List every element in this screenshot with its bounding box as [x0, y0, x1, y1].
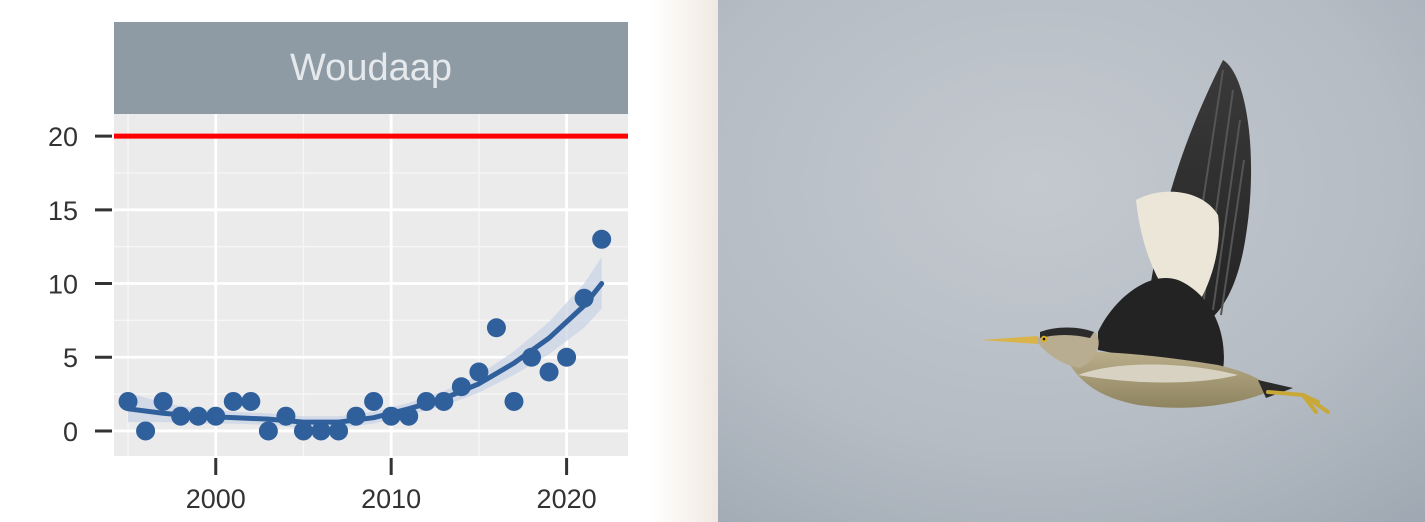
y-tick-label: 5: [63, 343, 78, 373]
data-point: [539, 362, 559, 382]
wing-feathers: [1187, 69, 1245, 316]
little-bittern-image: [718, 0, 1425, 522]
bird-pupil: [1042, 337, 1046, 341]
bird-beak: [981, 336, 1038, 344]
data-point: [258, 421, 278, 441]
data-point: [311, 421, 331, 441]
data-point: [153, 391, 173, 411]
wing-patch: [1136, 191, 1219, 318]
data-point: [118, 391, 138, 411]
data-point: [293, 421, 313, 441]
data-point: [416, 391, 436, 411]
data-point: [522, 347, 542, 367]
data-point: [486, 318, 506, 338]
facet-title: Woudaap: [290, 47, 452, 89]
data-point: [451, 377, 471, 397]
data-point: [206, 406, 226, 426]
data-points: [118, 229, 612, 441]
y-tick-label: 20: [48, 122, 78, 152]
trend-chart: Woudaap 0 5 10 15 20 2000 2010 2020: [48, 22, 628, 514]
bird-photo: [718, 0, 1425, 522]
data-point: [469, 362, 489, 382]
x-tick-label: 2010: [361, 484, 421, 514]
x-tick-label: 2000: [186, 484, 246, 514]
facet-strip: [114, 22, 628, 114]
data-point: [592, 229, 612, 249]
chart-panel: Woudaap 0 5 10 15 20 2000 2010 2020: [0, 0, 650, 522]
data-point: [557, 347, 577, 367]
data-point: [171, 406, 191, 426]
data-point: [329, 421, 349, 441]
photo-edge-strip: [650, 0, 718, 522]
minor-gridlines: [114, 114, 628, 456]
bird-crown: [1040, 327, 1094, 338]
data-point: [364, 391, 384, 411]
y-tick-label: 0: [63, 417, 78, 447]
x-tick-label: 2020: [537, 484, 597, 514]
bird-head: [1036, 328, 1099, 368]
data-point: [136, 421, 156, 441]
y-axis: 0 5 10 15 20: [48, 122, 112, 447]
y-tick-label: 10: [48, 270, 78, 300]
data-point: [504, 391, 524, 411]
confidence-band: [128, 256, 602, 428]
x-axis: 2000 2010 2020: [186, 458, 597, 514]
data-point: [188, 406, 208, 426]
data-point: [399, 406, 419, 426]
data-point: [276, 406, 296, 426]
confidence-band-area: [128, 256, 602, 428]
bittern-bird: [981, 60, 1330, 414]
major-gridlines: [114, 114, 628, 456]
data-point: [381, 406, 401, 426]
data-point: [574, 288, 594, 308]
sky-background: [718, 0, 1425, 522]
bird-back: [1098, 278, 1224, 371]
data-point: [434, 391, 454, 411]
y-tick-label: 15: [48, 196, 78, 226]
lower-wing: [1078, 364, 1238, 383]
data-point: [241, 391, 261, 411]
bird-legs: [1266, 390, 1330, 414]
data-point: [346, 406, 366, 426]
data-point: [223, 391, 243, 411]
